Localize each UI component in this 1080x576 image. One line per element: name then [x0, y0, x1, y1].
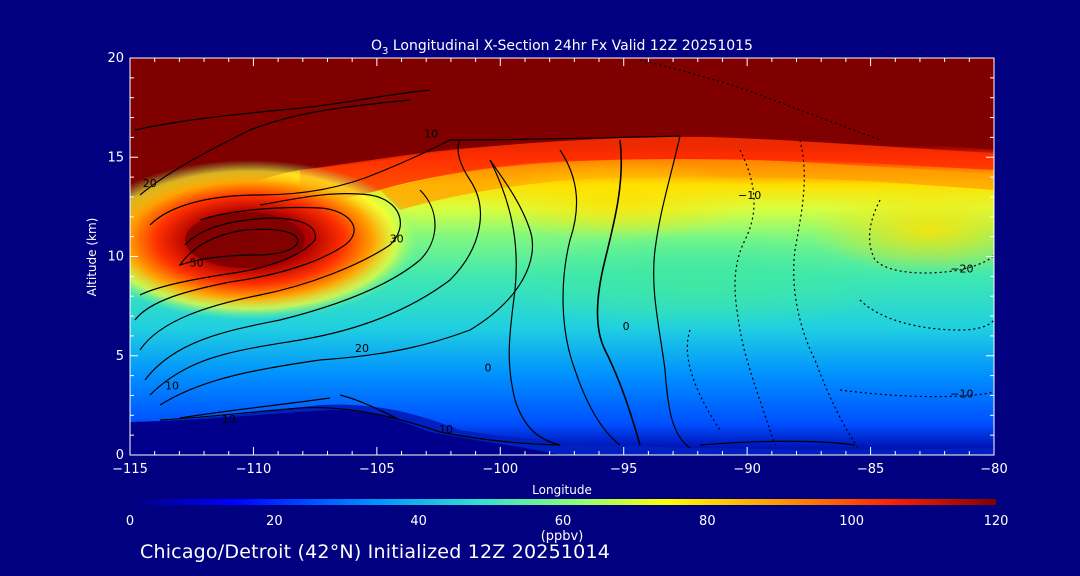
x-tick-label: −80	[980, 462, 1007, 477]
field-yellow-mid	[480, 160, 760, 240]
chart-title: O3 Longitudinal X-Section 24hr Fx Valid …	[371, 38, 753, 57]
contour-line	[559, 149, 621, 446]
contour-label: 0	[484, 362, 491, 375]
y-tick-label: 20	[107, 51, 124, 66]
contour-line-negative	[793, 139, 861, 451]
contour-label: 50	[190, 256, 204, 269]
x-tick-label: −85	[857, 462, 884, 477]
contour-label: −20	[950, 262, 973, 275]
x-tick-label: −115	[112, 462, 148, 477]
contour-line	[653, 135, 691, 449]
x-tick-label: −100	[482, 462, 518, 477]
x-axis-label: Longitude	[532, 483, 592, 497]
x-tick-label: −110	[236, 462, 272, 477]
contour-line-negative	[859, 299, 994, 331]
contour-label: 30	[390, 233, 404, 246]
contour-line	[179, 397, 331, 419]
contour-line	[134, 89, 431, 131]
field-surface-navy	[130, 410, 560, 455]
contour-line	[596, 139, 641, 446]
y-tick-label: 5	[116, 349, 124, 364]
field-stratosphere-cap	[130, 58, 994, 240]
contour-labels: 10 10 20 30 50 20 10 0 0 10 −10 −20 −10	[143, 127, 974, 436]
contour-line	[144, 189, 436, 381]
contour-line	[159, 159, 534, 406]
contour-label: 20	[143, 177, 157, 190]
colorbar-tick-label: 100	[839, 514, 864, 529]
contour-line	[139, 217, 316, 296]
initialization-subtitle: Chicago/Detroit (42°N) Initialized 12Z 2…	[140, 541, 611, 563]
contour-line	[149, 139, 451, 226]
contour-line	[149, 139, 481, 396]
contour-line-negative	[639, 59, 881, 141]
colorbar-tick-label: 60	[555, 514, 572, 529]
x-tick-label: −105	[359, 462, 395, 477]
ozone-change-contours	[134, 59, 994, 451]
x-axis: −115 −110 −105 −100 −95 −90 −85 −80	[112, 58, 1008, 477]
contour-line	[489, 159, 561, 446]
x-tick-label: −95	[610, 462, 637, 477]
contour-label: 10	[439, 423, 453, 436]
x-tick-label: −90	[733, 462, 760, 477]
colorbar	[130, 499, 996, 505]
contour-label: 10	[222, 413, 236, 426]
contour-line	[134, 206, 355, 321]
y-axis-label: Altitude (km)	[85, 218, 99, 297]
ozone-filled-field	[130, 58, 994, 455]
colorbar-tick-label: 40	[410, 514, 427, 529]
field-green-mid	[500, 230, 900, 330]
contour-line	[339, 394, 401, 421]
y-tick-label: 0	[116, 448, 124, 463]
negative-contours	[639, 59, 994, 451]
field-red-band	[300, 136, 994, 210]
y-tick-label: 10	[107, 250, 124, 265]
contour-label: 0	[623, 320, 630, 333]
colorbar-tick-label: 20	[266, 514, 283, 529]
contour-label: −10	[950, 387, 973, 400]
contour-label: 20	[355, 342, 369, 355]
colorbar-unit-label: (ppbv)	[541, 529, 584, 544]
contour-line-negative	[869, 199, 994, 274]
contour-line	[139, 193, 401, 351]
contour-line	[449, 135, 681, 141]
y-axis: 0 5 10 15 20	[107, 51, 994, 463]
contour-line	[139, 99, 411, 196]
colorbar-tick-label: 0	[126, 514, 134, 529]
contour-line	[178, 228, 299, 267]
contour-label: 10	[424, 127, 438, 140]
colorbar-tick-label: 120	[984, 514, 1009, 529]
contour-line	[699, 440, 856, 446]
contour-label: −10	[738, 189, 761, 202]
contour-label: 10	[165, 379, 179, 392]
y-tick-label: 15	[107, 150, 124, 165]
colorbar-tick-label: 80	[699, 514, 716, 529]
contour-line	[159, 406, 561, 446]
colorbar-ticks: 0 20 40 60 80 100 120	[126, 514, 1009, 529]
contour-line-negative	[686, 329, 721, 431]
contour-line-negative	[839, 389, 994, 398]
